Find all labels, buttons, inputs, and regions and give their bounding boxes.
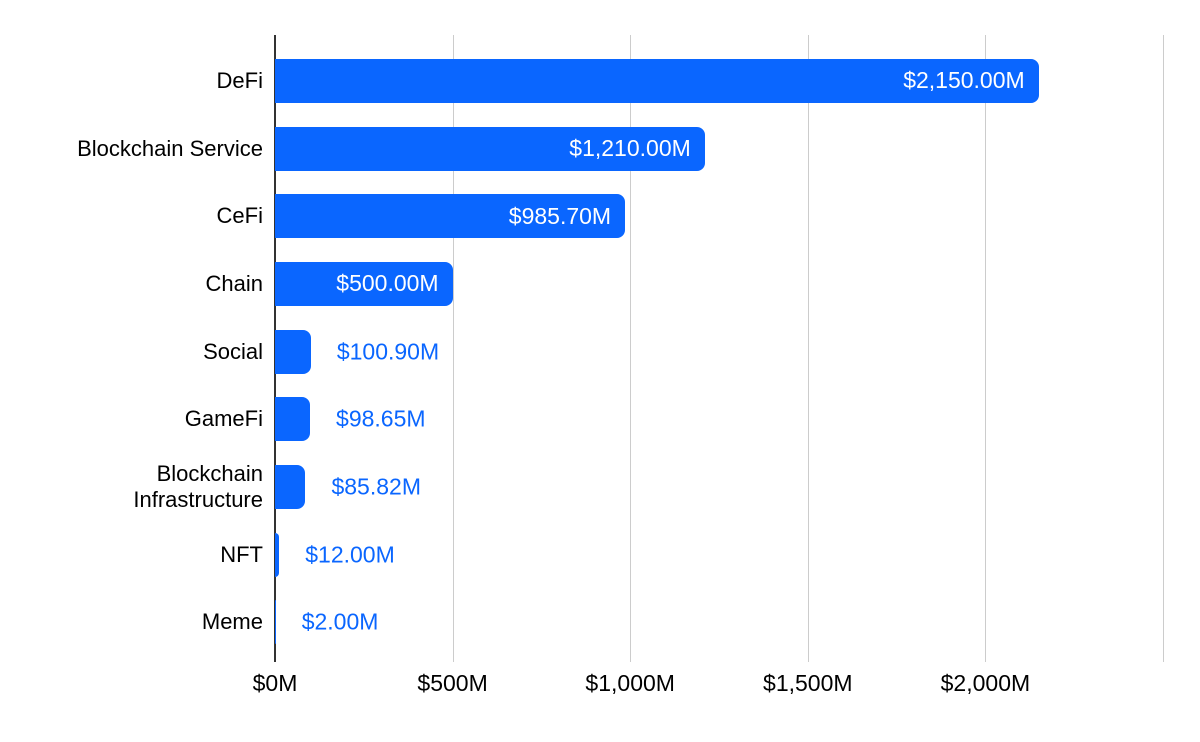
bar: $2,150.00M	[275, 58, 1039, 103]
bar-track: $1,210.00M	[275, 126, 1163, 171]
x-tick-label: $2,000M	[940, 670, 1031, 696]
bar-track: $85.82M	[275, 464, 1163, 509]
value-label: $2.00M	[301, 608, 379, 635]
bar-track: $98.65M	[275, 397, 1163, 442]
value-label: $100.90M	[336, 338, 440, 365]
bar	[275, 600, 276, 645]
value-label: $985.70M	[508, 202, 612, 229]
gridline	[452, 35, 454, 662]
chart-row: Social $100.90M	[0, 318, 1200, 386]
value-label: $2,150.00M	[903, 67, 1025, 94]
bar-rows: DeFi $2,150.00M Blockchain Service $1,210.0…	[0, 35, 1200, 662]
x-tick-label: $1,000M	[585, 670, 675, 696]
bar-track: $985.70M	[275, 194, 1163, 239]
bar-track: $500.00M	[275, 261, 1163, 306]
gridline	[1163, 35, 1164, 662]
chart-row: DeFi $2,150.00M	[0, 47, 1200, 115]
category-label: DeFi	[216, 67, 263, 93]
category-label: NFT	[220, 541, 263, 567]
bar	[275, 532, 280, 577]
chart-row: NFT $12.00M	[0, 521, 1200, 589]
value-label: $500.00M	[336, 270, 439, 297]
bar: $985.70M	[275, 194, 626, 239]
category-label: Blockchain Infrastructure	[133, 460, 263, 512]
category-label: GameFi	[184, 406, 263, 432]
value-label: $1,210.00M	[569, 135, 691, 161]
x-tick-label: $500M	[417, 670, 488, 696]
bar-track: $100.90M	[275, 329, 1163, 374]
category-label: Blockchain Service	[77, 135, 263, 161]
chart-row: GameFi $98.65M	[0, 385, 1200, 453]
x-axis: $0M $500M $1,000M $1,500M $2,000M	[253, 670, 1163, 700]
chart-row: CeFi $985.70M	[0, 182, 1200, 250]
chart-row: Chain $500.00M	[0, 250, 1200, 318]
category-label: Chain	[205, 270, 263, 296]
x-tick-label: $0M	[252, 670, 298, 696]
bar: $1,210.00M	[275, 126, 705, 171]
bar	[275, 397, 311, 442]
bar-track: $12.00M	[275, 532, 1163, 577]
x-tick-label: $1,500M	[763, 670, 853, 696]
gridline	[807, 35, 809, 662]
bar-track: $2.00M	[275, 600, 1163, 645]
gridline	[630, 35, 632, 662]
value-label: $85.82M	[331, 473, 421, 500]
bar-track: $2,150.00M	[275, 58, 1163, 103]
chart-row: Blockchain Service $1,210.00M	[0, 115, 1200, 183]
gridline	[985, 35, 987, 662]
value-label: $12.00M	[305, 541, 395, 568]
category-label: Social	[203, 338, 263, 364]
chart-row: Meme $2.00M	[0, 588, 1200, 656]
bar	[275, 329, 311, 374]
bar	[275, 464, 306, 509]
chart-row: Blockchain Infrastructure $85.82M	[0, 453, 1200, 521]
category-label: Meme	[201, 609, 263, 635]
bar: $500.00M	[275, 261, 453, 306]
value-label: $98.65M	[336, 405, 426, 432]
category-label: CeFi	[216, 203, 263, 229]
